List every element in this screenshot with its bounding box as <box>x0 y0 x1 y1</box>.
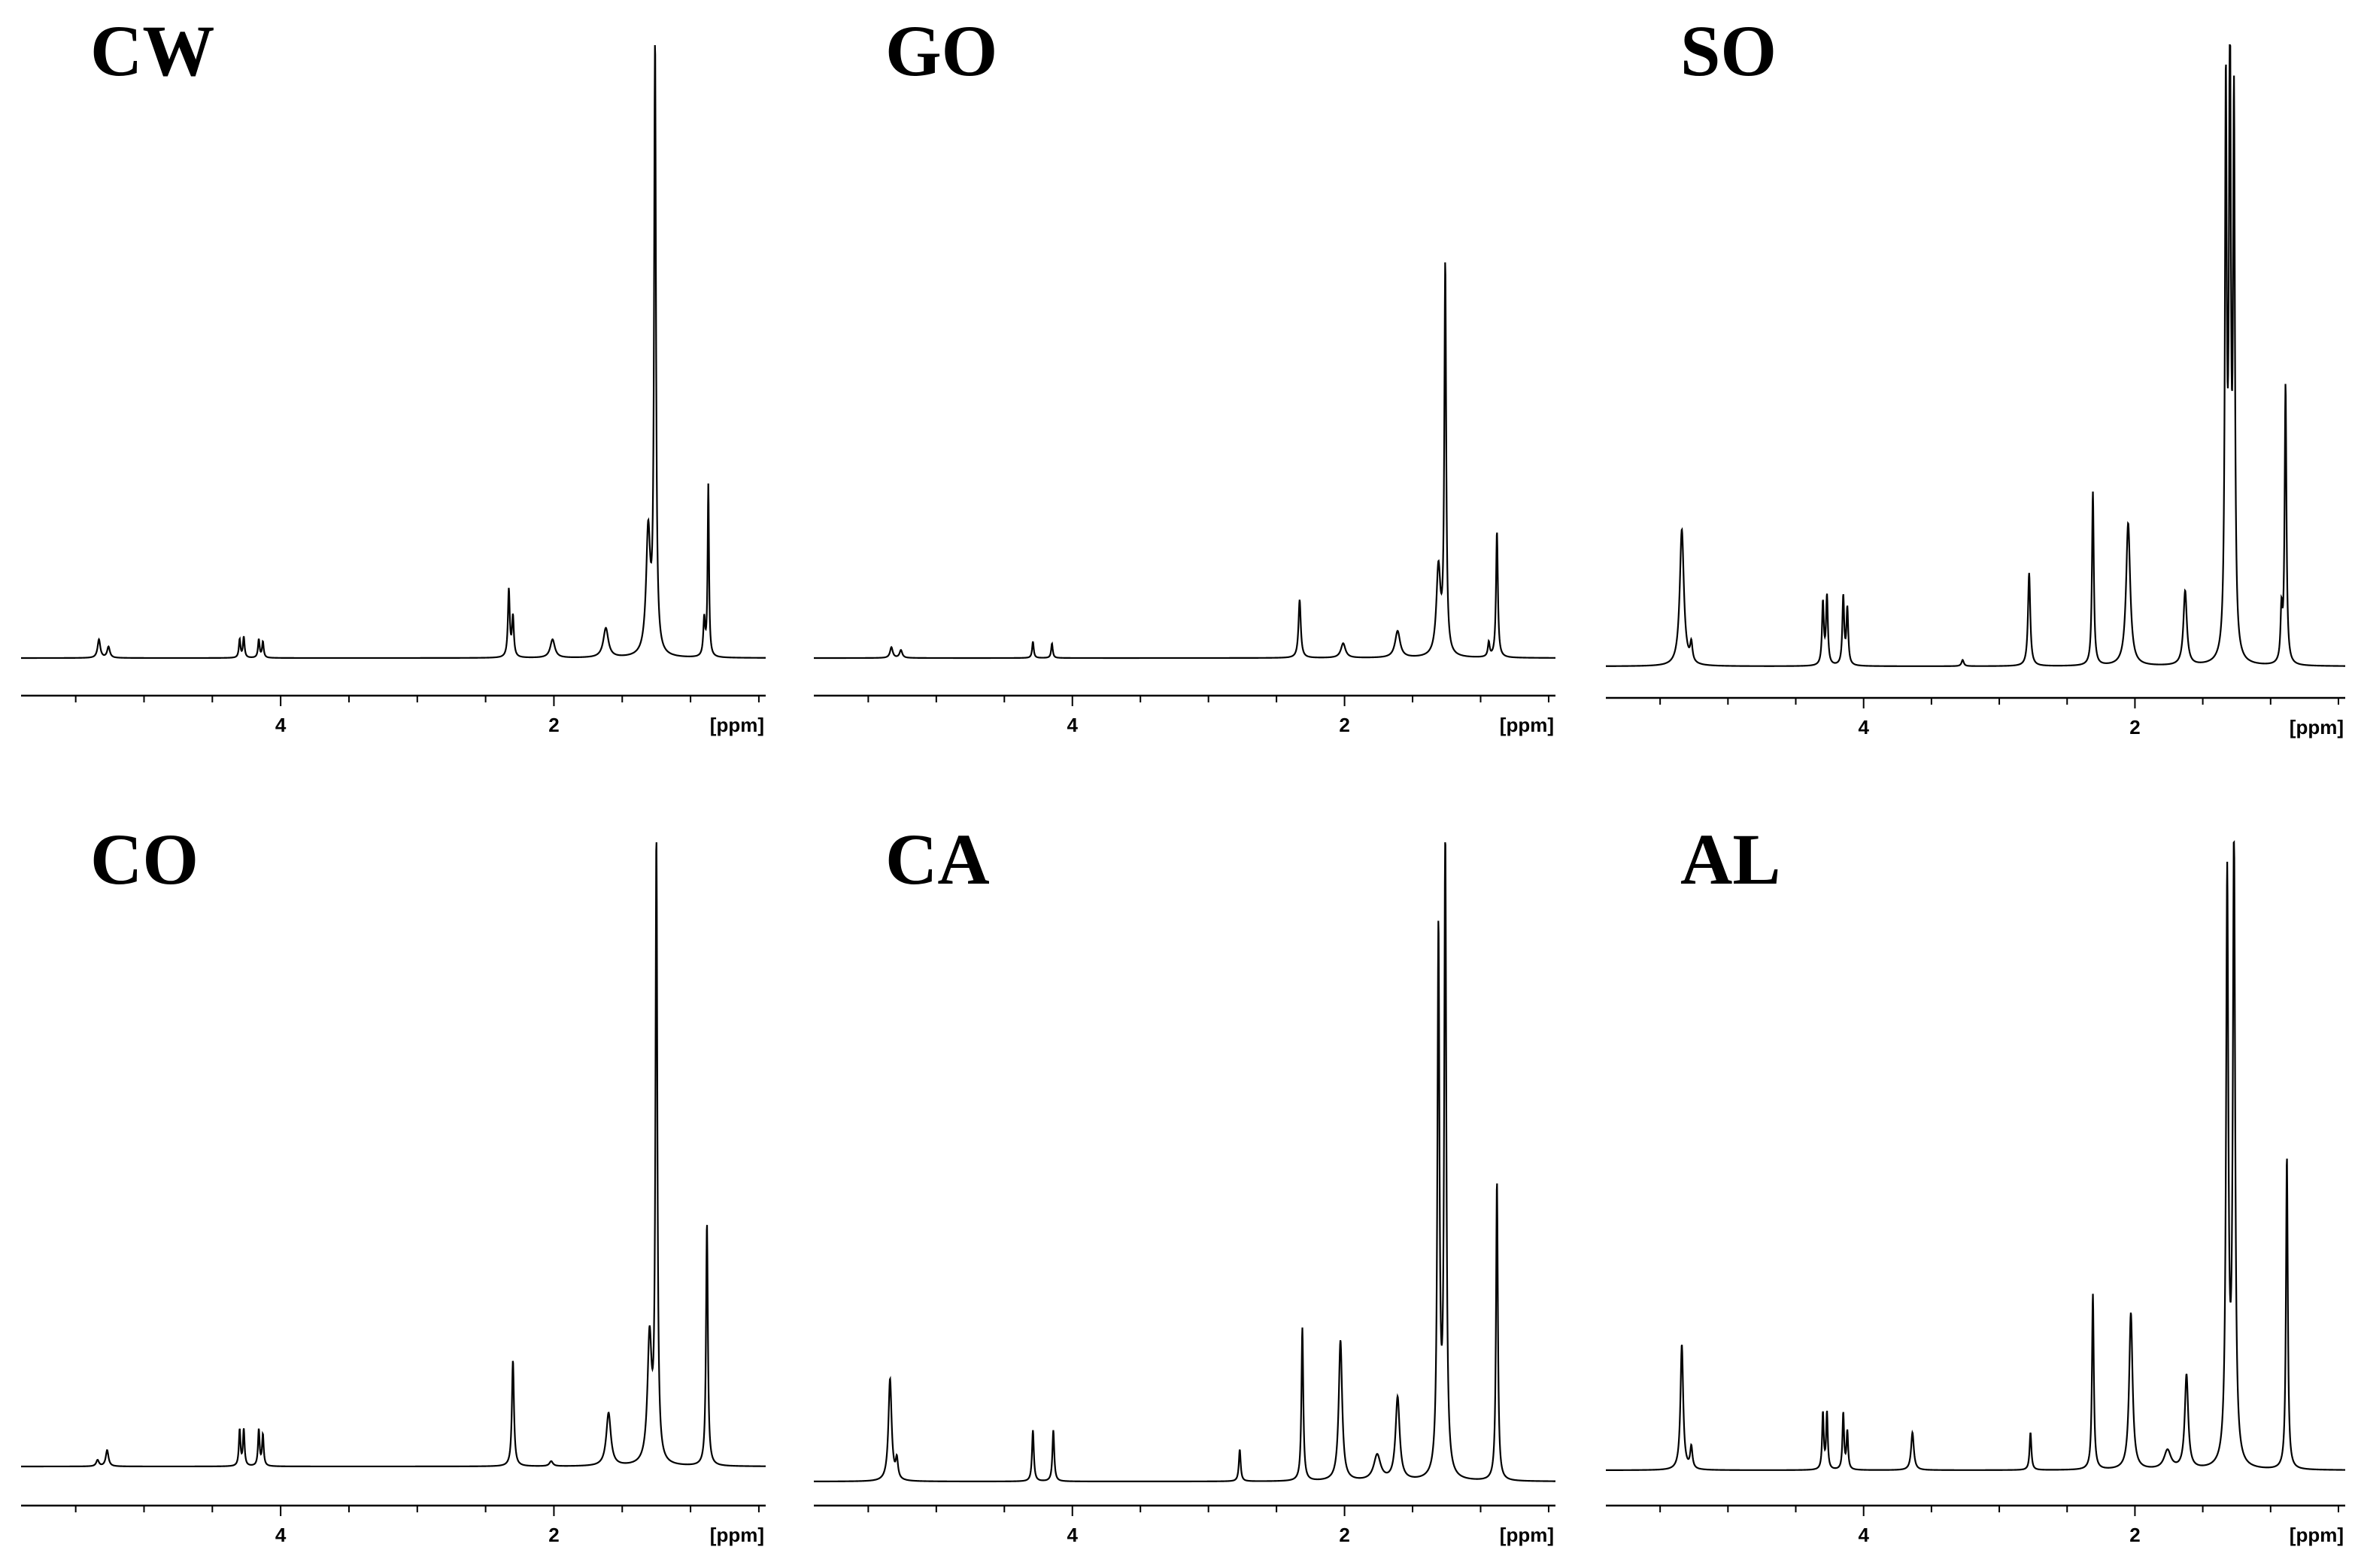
panel-title: AL <box>1680 819 1780 899</box>
x-tick-label: 4 <box>1858 716 1869 739</box>
x-axis-unit-label: [ppm] <box>1500 714 1554 736</box>
x-axis-unit-label: [ppm] <box>2290 1524 2344 1546</box>
panel-title: GO <box>885 11 997 91</box>
panel-title: SO <box>1680 11 1777 91</box>
x-tick-label: 4 <box>275 1524 287 1546</box>
spectrum-line <box>21 44 766 660</box>
x-tick-label: 4 <box>1067 714 1079 736</box>
panel-title: CA <box>885 819 990 899</box>
spectrum-panel-go: GO 4 2 [ppm] <box>814 11 1555 736</box>
panel-title: CO <box>90 819 199 899</box>
x-axis-unit-label: [ppm] <box>710 714 764 736</box>
spectrum-panel-ca: CA 4 2 [ppm] <box>814 819 1555 1546</box>
panel-title: CW <box>90 11 214 91</box>
x-tick-label: 2 <box>548 714 559 736</box>
x-tick-label: 2 <box>2129 1524 2140 1546</box>
x-tick-label: 2 <box>548 1524 559 1546</box>
spectrum-line <box>1606 44 2345 667</box>
x-axis-unit-label: [ppm] <box>2290 716 2344 739</box>
x-axis-unit-label: [ppm] <box>1500 1524 1554 1546</box>
spectrum-panel-so: SO 4 2 [ppm] <box>1606 11 2345 739</box>
spectrum-line <box>1606 840 2345 1471</box>
spectrum-panel-co: CO 4 2 [ppm] <box>21 819 766 1546</box>
x-tick-label: 2 <box>1339 714 1349 736</box>
x-tick-label: 4 <box>1067 1524 1079 1546</box>
spectrum-panel-al: AL 4 2 [ppm] <box>1606 819 2345 1546</box>
spectrum-line <box>21 842 766 1468</box>
spectrum-line <box>814 842 1555 1482</box>
x-tick-label: 4 <box>275 714 287 736</box>
x-tick-label: 2 <box>2129 716 2140 739</box>
x-tick-label: 2 <box>1339 1524 1349 1546</box>
x-axis-unit-label: [ppm] <box>710 1524 764 1546</box>
spectrum-panel-cw: CW 4 2 [ppm] <box>21 11 766 736</box>
x-tick-label: 4 <box>1858 1524 1869 1546</box>
spectrum-line <box>814 262 1555 660</box>
